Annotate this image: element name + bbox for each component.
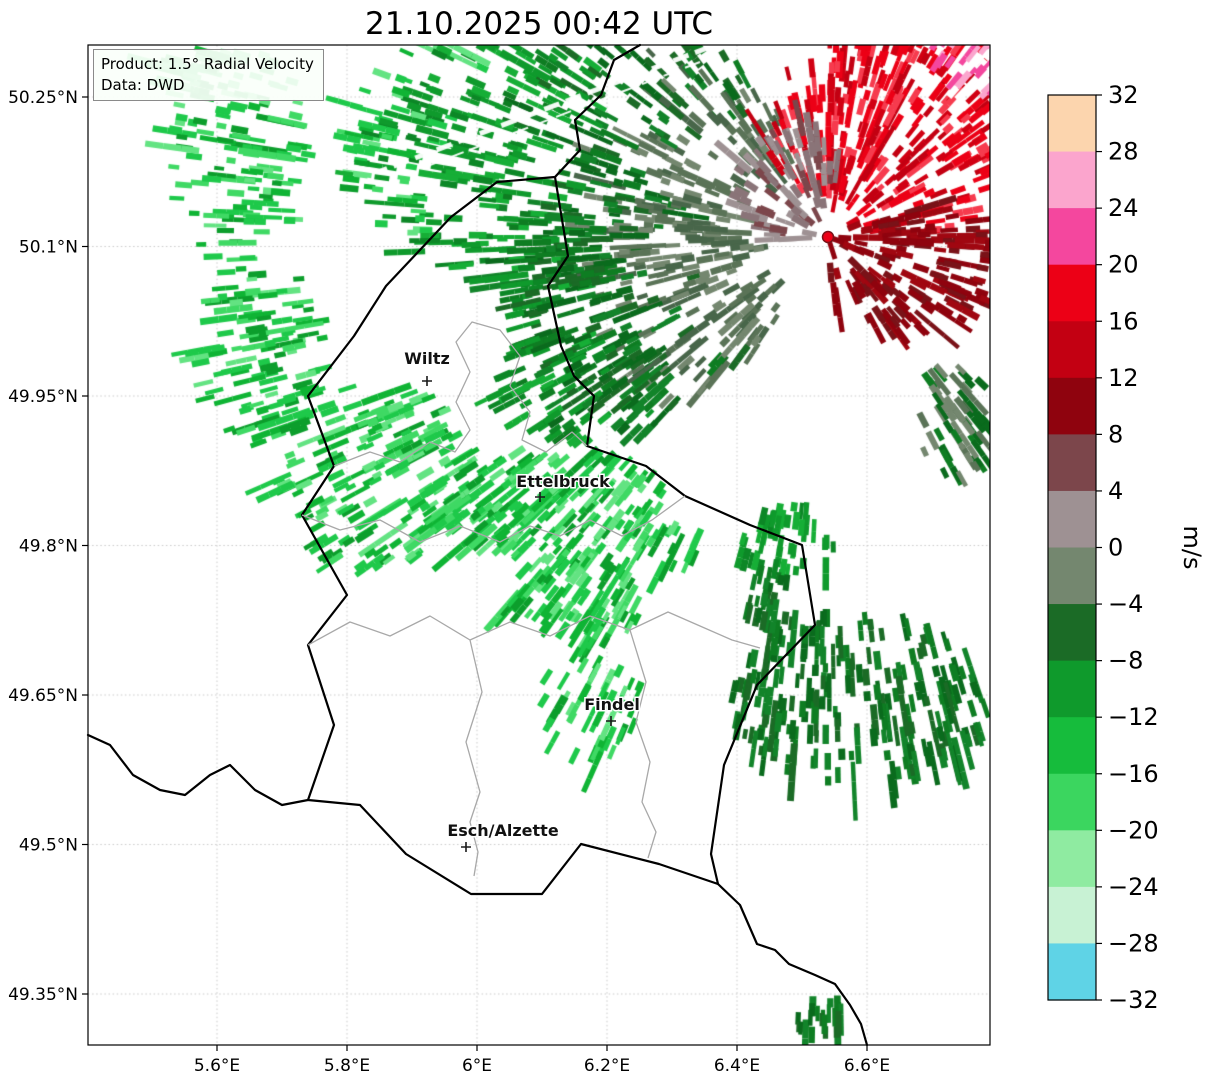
colorbar-tick-label: −32: [1108, 986, 1159, 1014]
x-tick-label: 5.6°E: [194, 1056, 240, 1076]
y-tick-label: 50.1°N: [19, 238, 78, 258]
colorbar-tick-label: 12: [1108, 364, 1139, 392]
colorbar-tick-label: −12: [1108, 703, 1159, 731]
colorbar-frame: [1047, 94, 1097, 1001]
colorbar-tick-label: 28: [1108, 138, 1139, 166]
colorbar-tick-label: 32: [1108, 81, 1139, 109]
colorbar-segment: [1048, 490, 1096, 549]
colorbar-segment: [1048, 943, 1096, 1001]
figure-title: 21.10.2025 00:42 UTC: [365, 6, 713, 42]
colorbar-segment: [1048, 434, 1096, 492]
colorbar-tick-label: −4: [1108, 590, 1143, 618]
colorbar-segment: [1048, 886, 1096, 945]
colorbar-segment: [1048, 830, 1096, 888]
product-info-box: Product: 1.5° Radial Velocity Data: DWD: [93, 49, 324, 102]
data-source-label: Data: DWD: [101, 75, 185, 94]
colorbar-segment: [1048, 773, 1096, 831]
colorbar-tick-label: 16: [1108, 307, 1139, 335]
colorbar-segment: [1048, 547, 1096, 605]
colorbar-tick-label: −16: [1108, 760, 1159, 788]
y-tick-label: 49.95°N: [8, 387, 78, 407]
colorbar-segment: [1048, 151, 1096, 209]
colorbar-segment: [1048, 377, 1096, 435]
colorbar-segment: [1048, 717, 1096, 775]
product-label: Product: 1.5° Radial Velocity: [101, 55, 314, 73]
y-tick-label: 49.65°N: [8, 686, 78, 706]
x-tick-label: 6.6°E: [844, 1056, 890, 1076]
colorbar-tick-label: −28: [1108, 929, 1159, 957]
radar-echo-canvas: [88, 45, 990, 1045]
colorbar-segment: [1048, 264, 1096, 322]
colorbar-segment: [1048, 321, 1096, 379]
colorbar-tick-label: −8: [1108, 647, 1143, 675]
colorbar-unit-label: m/s: [1178, 526, 1206, 570]
x-tick-label: 5.8°E: [324, 1056, 370, 1076]
colorbar-tick-label: 0: [1108, 534, 1123, 562]
colorbar-segment: [1048, 604, 1096, 662]
colorbar-tick-label: −20: [1108, 816, 1159, 844]
colorbar-tick-label: 20: [1108, 251, 1139, 279]
colorbar-tick-label: 24: [1108, 194, 1139, 222]
colorbar-segment: [1048, 208, 1096, 266]
colorbar-segment: [1048, 95, 1096, 153]
y-tick-label: 49.35°N: [8, 985, 78, 1005]
y-tick-label: 49.5°N: [19, 836, 78, 856]
y-tick-label: 50.25°N: [8, 88, 78, 108]
y-tick-label: 49.8°N: [19, 537, 78, 557]
colorbar-tick-label: 4: [1108, 477, 1123, 505]
colorbar-segment: [1048, 660, 1096, 718]
x-tick-label: 6.2°E: [584, 1056, 630, 1076]
colorbar-tick-label: −24: [1108, 873, 1159, 901]
x-tick-label: 6°E: [462, 1056, 492, 1076]
x-tick-label: 6.4°E: [714, 1056, 760, 1076]
colorbar-tick-label: 8: [1108, 420, 1123, 448]
